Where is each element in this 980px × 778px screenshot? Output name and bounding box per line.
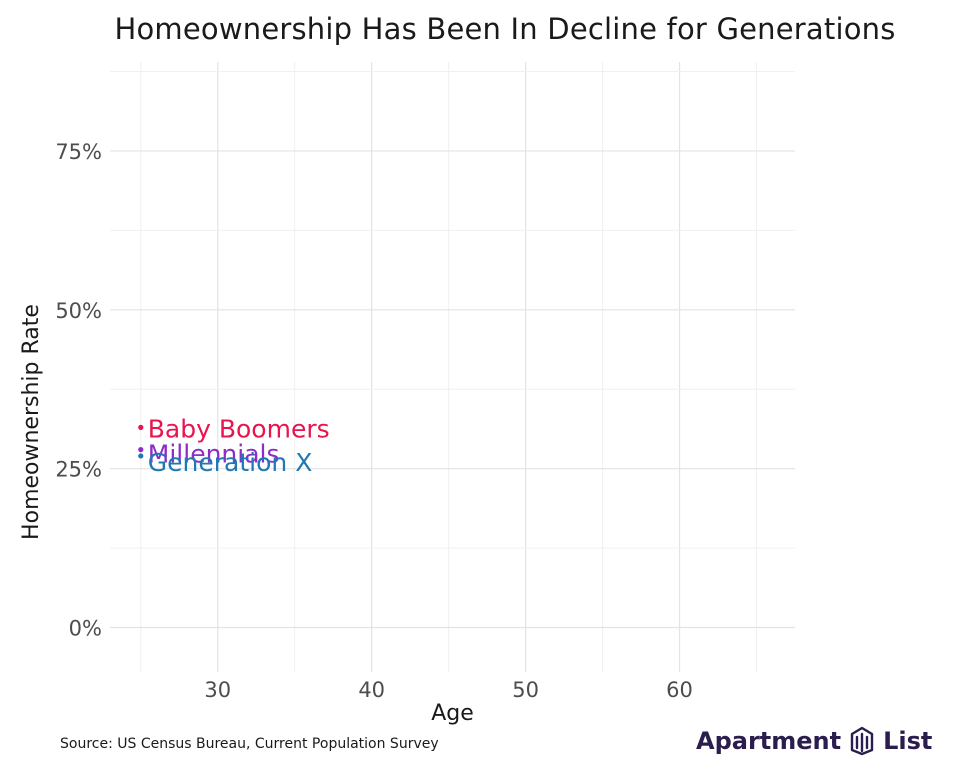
series-label: Generation X — [148, 448, 313, 477]
brand-name-right: List — [883, 727, 933, 755]
grid-lines — [110, 62, 795, 672]
x-axis-ticks: 30 40 50 60 — [204, 678, 693, 702]
x-tick-label: 60 — [666, 678, 693, 702]
brand-name-left: Apartment — [696, 727, 842, 755]
y-axis-title: Homeownership Rate — [19, 304, 44, 540]
series-label: Baby Boomers — [148, 414, 330, 443]
y-tick-label: 25% — [55, 458, 102, 482]
chart-title: Homeownership Has Been In Decline for Ge… — [114, 12, 896, 46]
x-tick-label: 30 — [204, 678, 231, 702]
x-tick-label: 50 — [512, 678, 539, 702]
data-point — [138, 447, 144, 453]
series-marks — [138, 424, 144, 459]
y-axis-ticks: 0% 25% 50% 75% — [55, 140, 102, 641]
x-tick-label: 40 — [358, 678, 385, 702]
apartment-list-logo-icon — [850, 726, 874, 756]
series-label: Millennials — [148, 440, 280, 469]
data-point — [138, 453, 144, 459]
y-tick-label: 50% — [55, 299, 102, 323]
y-tick-label: 75% — [55, 140, 102, 164]
x-axis-title: Age — [431, 701, 474, 726]
brand-logo: Apartment List — [696, 726, 932, 756]
y-tick-label: 0% — [69, 617, 102, 641]
data-point — [138, 424, 144, 430]
source-note: Source: US Census Bureau, Current Popula… — [60, 736, 439, 752]
